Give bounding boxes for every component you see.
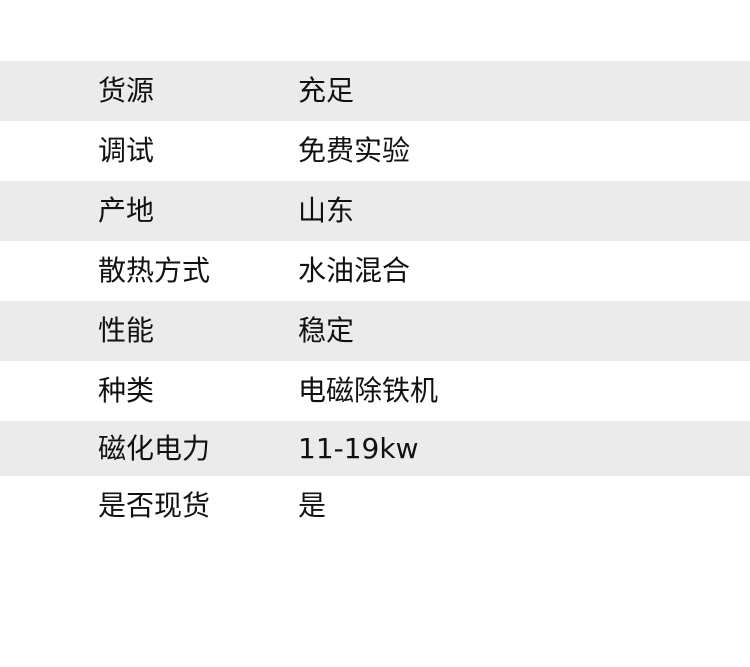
spec-label: 种类 bbox=[98, 374, 155, 407]
spec-value: 11-19kw bbox=[298, 431, 419, 465]
spec-value: 山东 bbox=[298, 194, 355, 227]
spec-value: 稳定 bbox=[298, 314, 355, 347]
spec-row: 货源 充足 bbox=[0, 61, 750, 121]
spec-label: 调试 bbox=[98, 134, 155, 167]
spec-row: 调试 免费实验 bbox=[0, 121, 750, 181]
spec-label: 货源 bbox=[98, 74, 155, 107]
spec-row: 种类 电磁除铁机 bbox=[0, 361, 750, 421]
spec-row: 磁化电力 11-19kw bbox=[0, 421, 750, 476]
spec-value: 免费实验 bbox=[298, 134, 411, 167]
spec-label: 磁化电力 bbox=[98, 431, 211, 465]
spec-label: 性能 bbox=[98, 314, 155, 347]
spec-label: 散热方式 bbox=[98, 254, 211, 287]
spec-label: 是否现货 bbox=[98, 489, 211, 522]
spec-row: 性能 稳定 bbox=[0, 301, 750, 361]
spec-row: 是否现货 是 bbox=[0, 476, 750, 536]
spec-value: 水油混合 bbox=[298, 254, 411, 287]
spec-value: 充足 bbox=[298, 74, 355, 107]
spec-label: 产地 bbox=[98, 194, 155, 227]
spec-row: 产地 山东 bbox=[0, 181, 750, 241]
spec-value: 是 bbox=[298, 489, 327, 522]
spec-row: 散热方式 水油混合 bbox=[0, 241, 750, 301]
product-spec-table: 货源 充足 调试 免费实验 产地 山东 散热方式 水油混合 性能 稳定 种类 电… bbox=[0, 61, 750, 536]
spec-value: 电磁除铁机 bbox=[298, 374, 439, 407]
